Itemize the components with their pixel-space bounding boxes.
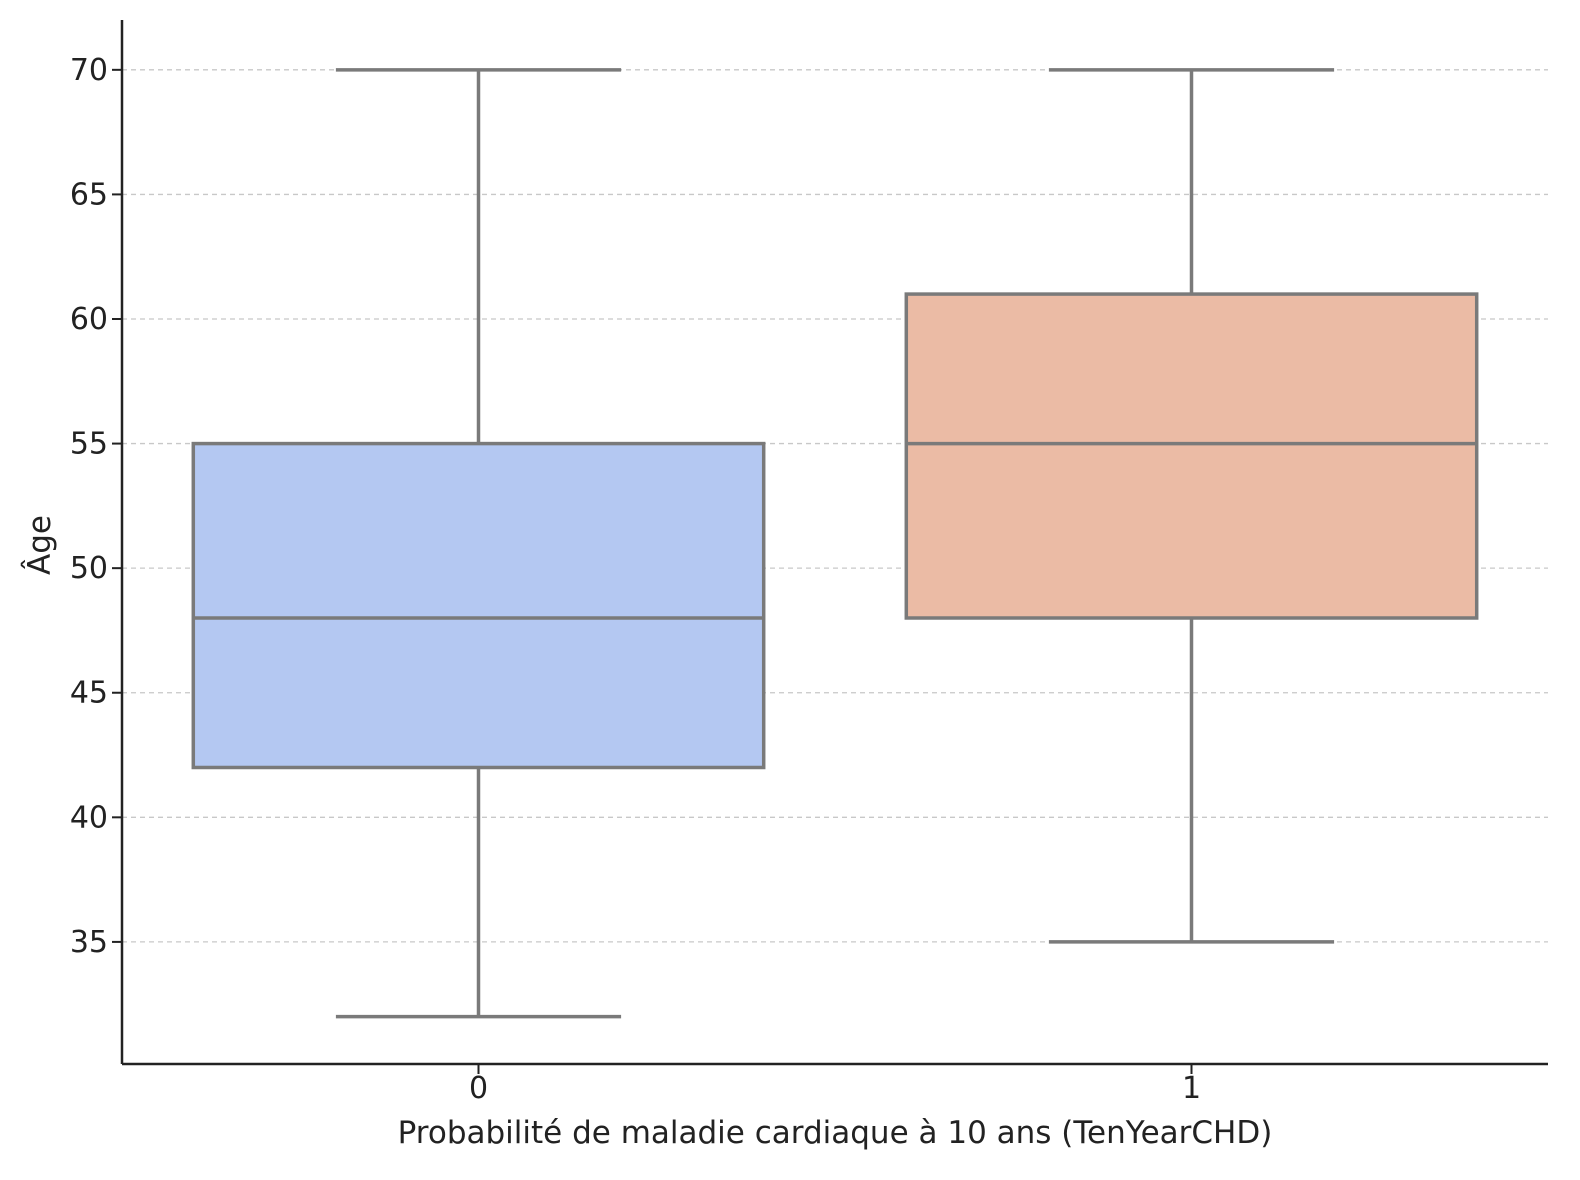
y-tick-label-40: 40 xyxy=(70,800,108,835)
iqr-box xyxy=(191,441,766,770)
y-tick-label-35: 35 xyxy=(70,925,108,960)
boxes xyxy=(191,68,1479,1019)
y-tick-label-65: 65 xyxy=(70,177,108,212)
y-tick-label-45: 45 xyxy=(70,676,108,711)
y-tick-label-60: 60 xyxy=(70,302,108,337)
iqr-box xyxy=(904,292,1479,620)
y-ticks: 35 40 45 50 55 60 65 70 xyxy=(70,53,122,960)
y-axis-title: Âge xyxy=(22,515,58,575)
x-tick-label-0: 0 xyxy=(469,1071,488,1106)
x-tick-label-1: 1 xyxy=(1182,1071,1201,1106)
y-tick-label-70: 70 xyxy=(70,53,108,88)
x-axis-title: Probabilité de maladie cardiaque à 10 an… xyxy=(398,1115,1273,1151)
box-0 xyxy=(191,68,766,1019)
y-tick-label-50: 50 xyxy=(70,551,108,586)
box-1 xyxy=(904,68,1479,944)
y-tick-label-55: 55 xyxy=(70,427,108,462)
